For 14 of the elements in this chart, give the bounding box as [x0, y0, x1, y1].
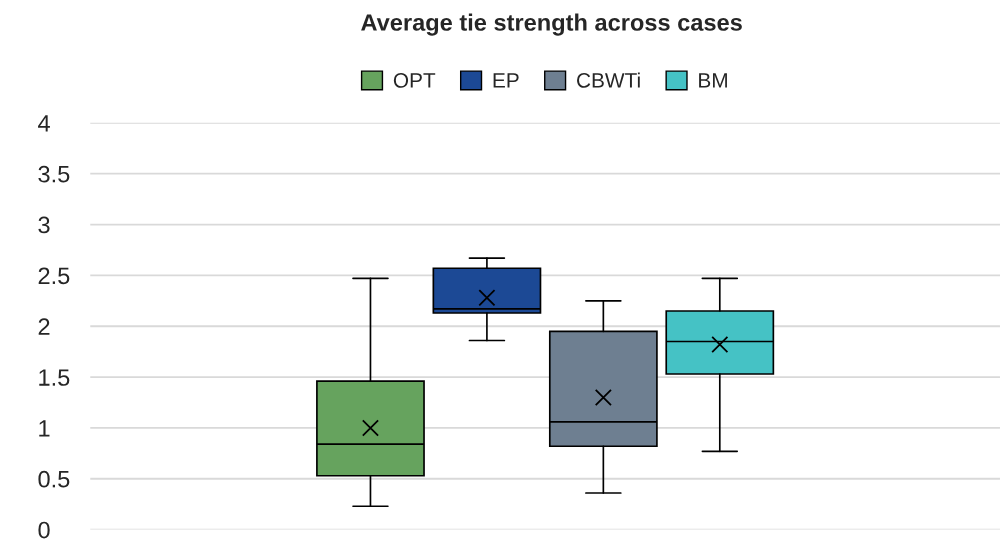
legend-label: EP [493, 73, 519, 88]
y-tick-label: 2 [38, 318, 50, 335]
y-tick-label: 3.5 [38, 165, 70, 183]
y-tick-label: 0 [38, 521, 50, 539]
legend-label: CBWTi [577, 72, 640, 88]
y-tick-label: 1 [39, 420, 50, 437]
y-tick-label: 3 [38, 216, 50, 234]
y-tick-label: 0.5 [38, 470, 70, 488]
y-tick-label: 4 [38, 115, 50, 132]
chart-title: Average tie strength across cases [361, 13, 742, 36]
legend-label: OPT [393, 73, 436, 88]
legend-label: BM [699, 73, 727, 88]
y-tick-label: 2.5 [38, 267, 70, 285]
y-tick-label: 1.5 [39, 369, 70, 386]
